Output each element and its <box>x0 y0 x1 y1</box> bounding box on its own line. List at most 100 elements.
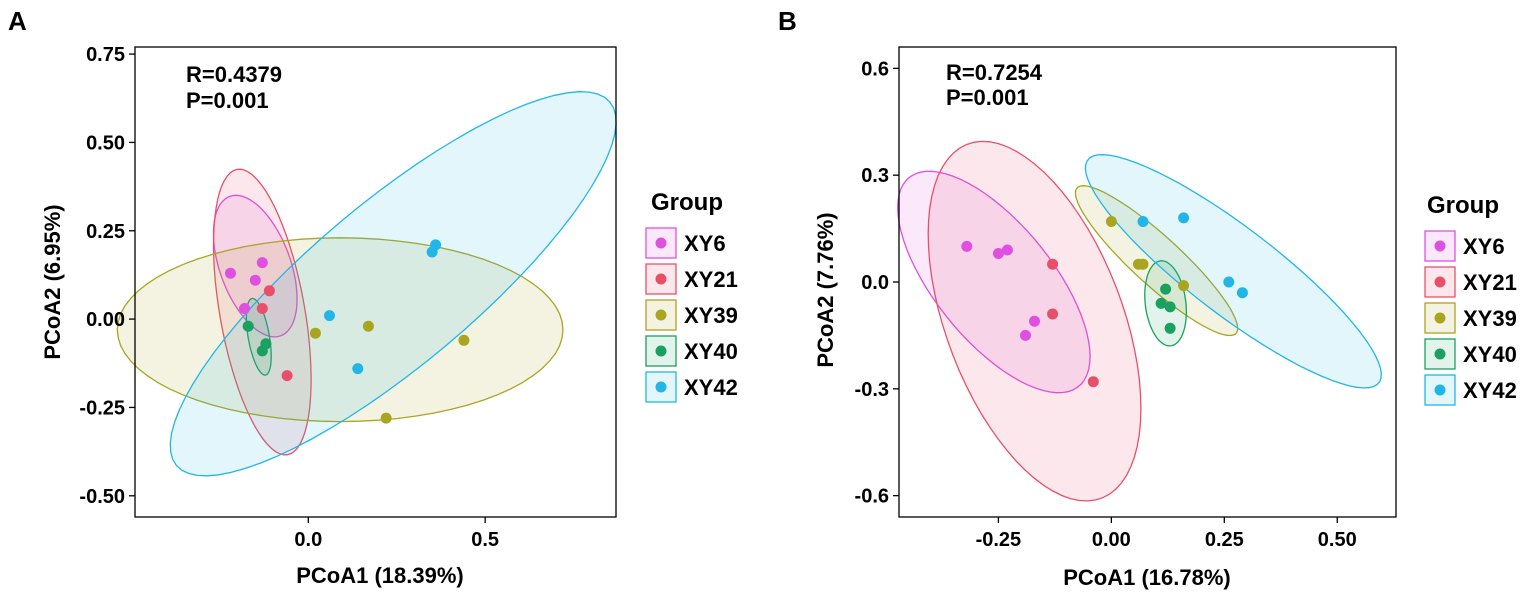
legend-label-xy21: XY21 <box>1463 270 1517 295</box>
panel-b-r-stat: R=0.7254 <box>946 60 1043 85</box>
panel-b-ellipses <box>897 140 1382 502</box>
point-xy42 <box>426 246 438 258</box>
point-xy40 <box>1160 283 1172 295</box>
panel-a-y-axis-label: PCoA2 (6.95%) <box>40 204 65 359</box>
panel-a-legend-title: Group <box>651 189 723 216</box>
panel-b: B -0.25 0.00 0.25 0.50 0.6 0.3 0.0 -0.3 -0.6 R=… <box>778 6 1517 590</box>
point-xy40 <box>242 320 254 332</box>
x-tick-label: -0.25 <box>976 529 1022 551</box>
point-xy21 <box>1047 258 1059 270</box>
legend-label-xy21: XY21 <box>684 267 738 292</box>
point-xy40 <box>1164 322 1176 334</box>
legend-label-xy40: XY40 <box>1463 342 1517 367</box>
panel-b-legend-title: Group <box>1427 192 1499 219</box>
y-tick-label: 0.3 <box>861 165 889 187</box>
x-tick-label: 0.5 <box>471 529 499 551</box>
legend-label-xy39: XY39 <box>684 303 738 328</box>
panel-a-ellipses <box>116 91 617 477</box>
ellipse-xy6 <box>897 170 1091 394</box>
point-xy42 <box>324 310 335 322</box>
panel-b-y-axis-label: PCoA2 (7.76%) <box>813 212 838 367</box>
point-xy39 <box>1133 258 1144 270</box>
point-xy42 <box>1137 216 1149 227</box>
legend-dot-xy21 <box>1434 276 1446 288</box>
legend-dot-xy21 <box>655 273 667 285</box>
legend-dot-xy6 <box>1434 240 1446 252</box>
point-xy40 <box>1155 297 1167 309</box>
panel-b-legend: Group XY6 XY21 XY39 XY40 XY42 <box>1424 192 1517 406</box>
x-tick-label: 0.00 <box>1092 529 1131 551</box>
panel-a-plot-area <box>134 46 617 518</box>
point-xy42 <box>1178 212 1190 224</box>
point-xy21 <box>1087 376 1099 388</box>
panel-a-x-ticks: 0.0 0.5 <box>294 517 499 551</box>
ellipse-xy42 <box>169 91 617 477</box>
y-tick-label: 0.00 <box>86 309 125 331</box>
point-xy40 <box>1164 301 1176 313</box>
legend-dot-xy39 <box>1434 312 1446 324</box>
point-xy39 <box>309 327 321 339</box>
y-tick-label: 0.0 <box>861 272 889 294</box>
panel-a-points <box>225 239 470 424</box>
y-tick-label: 0.50 <box>86 132 125 154</box>
point-xy21 <box>256 303 268 314</box>
y-tick-label: -0.3 <box>855 379 889 401</box>
point-xy21 <box>281 370 293 382</box>
legend-label-xy42: XY42 <box>684 375 738 400</box>
point-xy39 <box>380 412 392 424</box>
panel-b-x-axis-label: PCoA1 (16.78%) <box>1063 565 1231 590</box>
x-tick-label: 0.50 <box>1318 529 1357 551</box>
ellipse-xy6 <box>212 194 298 338</box>
point-xy42 <box>1223 276 1235 288</box>
legend-label-xy39: XY39 <box>1463 306 1517 331</box>
legend-dot-xy39 <box>655 309 667 321</box>
point-xy6 <box>239 303 251 314</box>
ellipse-xy40 <box>245 297 272 376</box>
panel-b-points <box>961 212 1248 388</box>
point-xy21 <box>263 285 275 297</box>
legend-dot-xy40 <box>655 345 667 357</box>
y-tick-label: 0.75 <box>86 44 125 66</box>
panel-a-label: A <box>8 6 27 36</box>
y-tick-label: -0.6 <box>855 486 889 508</box>
x-tick-label: 0.25 <box>1205 529 1244 551</box>
point-xy6 <box>225 267 236 279</box>
y-tick-label: 0.6 <box>861 58 889 80</box>
point-xy6 <box>1020 329 1031 341</box>
x-tick-label: 0.0 <box>294 529 322 551</box>
point-xy6 <box>256 257 268 269</box>
point-xy6 <box>961 240 973 252</box>
point-xy39 <box>458 334 470 346</box>
point-xy42 <box>1236 287 1248 299</box>
point-xy6 <box>1029 315 1040 327</box>
legend-key-xy40 <box>1424 338 1456 370</box>
y-tick-label: 0.25 <box>86 221 125 243</box>
legend-label-xy6: XY6 <box>684 231 726 256</box>
point-xy21 <box>1047 308 1059 320</box>
point-xy6 <box>992 248 1004 259</box>
legend-dot-xy40 <box>1434 348 1446 360</box>
panel-a-r-stat: R=0.4379 <box>186 62 282 87</box>
legend-key-xy6 <box>645 227 677 259</box>
legend-dot-xy6 <box>655 237 667 249</box>
point-xy39 <box>1105 216 1117 227</box>
panel-a-legend: Group XY6 XY21 XY39 XY40 XY42 <box>645 189 738 403</box>
panel-b-x-ticks: -0.25 0.00 0.25 0.50 <box>976 517 1357 551</box>
legend-label-xy42: XY42 <box>1463 378 1517 403</box>
panel-b-label: B <box>778 6 797 36</box>
panel-a-x-axis-label: PCoA1 (18.39%) <box>296 563 464 588</box>
panel-b-y-ticks: 0.6 0.3 0.0 -0.3 -0.6 <box>855 58 899 508</box>
legend-label-xy6: XY6 <box>1463 234 1505 259</box>
panel-b-p-stat: P=0.001 <box>946 85 1029 110</box>
point-xy39 <box>362 320 374 332</box>
y-tick-label: -0.25 <box>79 397 125 419</box>
legend-key-xy42 <box>645 371 677 403</box>
point-xy39 <box>1178 280 1190 292</box>
panel-a-y-ticks: 0.75 0.50 0.25 0.00 -0.25 -0.50 <box>79 44 135 508</box>
point-xy42 <box>352 363 364 375</box>
panel-a: A 0.0 0.5 0.75 0.50 0.25 0.00 -0.25 -0.50 R=0.… <box>8 6 738 588</box>
legend-label-xy40: XY40 <box>684 339 738 364</box>
ellipse-xy39 <box>116 237 564 423</box>
panel-a-p-stat: P=0.001 <box>186 88 269 113</box>
